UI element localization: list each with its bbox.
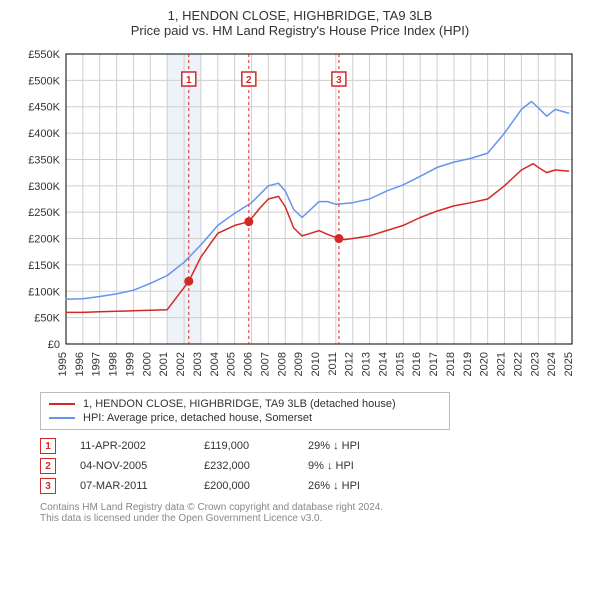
transaction-date: 04-NOV-2005 (80, 460, 180, 472)
x-tick-label: 2012 (344, 352, 356, 376)
title-line1: 1, HENDON CLOSE, HIGHBRIDGE, TA9 3LB (0, 8, 600, 23)
x-tick-label: 2022 (512, 352, 524, 376)
y-tick-label: £550K (28, 49, 60, 61)
chart-area: £0 £50K £100K £150K £200K £250K £300K £350K £400… (20, 48, 580, 388)
transaction-price: £232,000 (204, 460, 284, 472)
y-tick-label: £250K (28, 207, 60, 219)
x-tick-label: 2008 (276, 352, 288, 376)
marker-box-label: 1 (186, 75, 192, 86)
y-tick-label: £50K (34, 313, 60, 325)
transaction-marker-icon: 1 (40, 438, 56, 454)
transaction-row: 2 04-NOV-2005 £232,000 9% ↓ HPI (40, 456, 580, 476)
x-tick-label: 1999 (124, 352, 136, 376)
x-tick-label: 1995 (57, 352, 69, 376)
transaction-date: 07-MAR-2011 (80, 480, 180, 492)
y-tick-label: £150K (28, 260, 60, 272)
legend: 1, HENDON CLOSE, HIGHBRIDGE, TA9 3LB (de… (40, 392, 450, 430)
footer-attribution: Contains HM Land Registry data © Crown c… (40, 502, 580, 524)
y-tick-label: £350K (28, 154, 60, 166)
y-tick-label: £200K (28, 234, 60, 246)
title-line2: Price paid vs. HM Land Registry's House … (0, 23, 600, 38)
x-tick-label: 2011 (327, 352, 339, 376)
x-tick-label: 2000 (141, 352, 153, 376)
transaction-marker-icon: 3 (40, 478, 56, 494)
x-tick-label: 1996 (74, 352, 86, 376)
marker-box-label: 3 (336, 75, 342, 86)
marker-box-label: 2 (246, 75, 252, 86)
x-tick-label: 2017 (428, 352, 440, 376)
x-tick-label: 2018 (445, 352, 457, 376)
legend-swatch (49, 417, 75, 419)
y-tick-label: £0 (48, 339, 60, 351)
transaction-diff: 26% ↓ HPI (308, 480, 408, 492)
series-line-hpi (66, 102, 569, 300)
transaction-price: £200,000 (204, 480, 284, 492)
x-tick-label: 2003 (192, 352, 204, 376)
x-tick-label: 2024 (546, 352, 558, 376)
legend-row: 1, HENDON CLOSE, HIGHBRIDGE, TA9 3LB (de… (49, 397, 441, 411)
x-tick-label: 2005 (226, 352, 238, 376)
y-tick-label: £500K (28, 75, 60, 87)
y-tick-label: £450K (28, 102, 60, 114)
legend-swatch (49, 403, 75, 405)
marker-dot (334, 234, 343, 243)
y-tick-label: £100K (28, 286, 60, 298)
transaction-row: 3 07-MAR-2011 £200,000 26% ↓ HPI (40, 476, 580, 496)
transaction-marker-icon: 2 (40, 458, 56, 474)
chart-title: 1, HENDON CLOSE, HIGHBRIDGE, TA9 3LB Pri… (0, 0, 600, 42)
x-tick-label: 2006 (243, 352, 255, 376)
x-tick-label: 2019 (462, 352, 474, 376)
y-tick-label: £300K (28, 181, 60, 193)
transaction-date: 11-APR-2002 (80, 440, 180, 452)
transaction-diff: 9% ↓ HPI (308, 460, 408, 472)
chart-svg: £0 £50K £100K £150K £200K £250K £300K £350K £400… (20, 48, 580, 388)
legend-label: HPI: Average price, detached house, Some… (83, 412, 312, 424)
x-tick-label: 2009 (293, 352, 305, 376)
marker-dot (244, 217, 253, 226)
transaction-table: 1 11-APR-2002 £119,000 29% ↓ HPI 2 04-NOV-200… (40, 436, 580, 496)
x-tick-label: 2007 (259, 352, 271, 376)
x-tick-label: 2023 (529, 352, 541, 376)
x-tick-label: 2002 (175, 352, 187, 376)
x-tick-label: 2016 (411, 352, 423, 376)
x-tick-label: 2013 (361, 352, 373, 376)
x-tick-label: 1998 (108, 352, 120, 376)
x-tick-label: 2020 (479, 352, 491, 376)
legend-row: HPI: Average price, detached house, Some… (49, 411, 441, 425)
x-tick-label: 2021 (496, 352, 508, 376)
x-tick-label: 2025 (563, 352, 575, 376)
x-tick-label: 2014 (377, 352, 389, 376)
x-tick-label: 2004 (209, 352, 221, 376)
footer-line2: This data is licensed under the Open Gov… (40, 513, 580, 524)
y-tick-label: £400K (28, 128, 60, 140)
footer-line1: Contains HM Land Registry data © Crown c… (40, 502, 580, 513)
x-tick-label: 2010 (310, 352, 322, 376)
transaction-row: 1 11-APR-2002 £119,000 29% ↓ HPI (40, 436, 580, 456)
x-tick-label: 2001 (158, 352, 170, 376)
x-tick-label: 2015 (394, 352, 406, 376)
x-tick-label: 1997 (91, 352, 103, 376)
legend-label: 1, HENDON CLOSE, HIGHBRIDGE, TA9 3LB (de… (83, 398, 396, 410)
transaction-price: £119,000 (204, 440, 284, 452)
marker-dot (184, 277, 193, 286)
transaction-diff: 29% ↓ HPI (308, 440, 408, 452)
